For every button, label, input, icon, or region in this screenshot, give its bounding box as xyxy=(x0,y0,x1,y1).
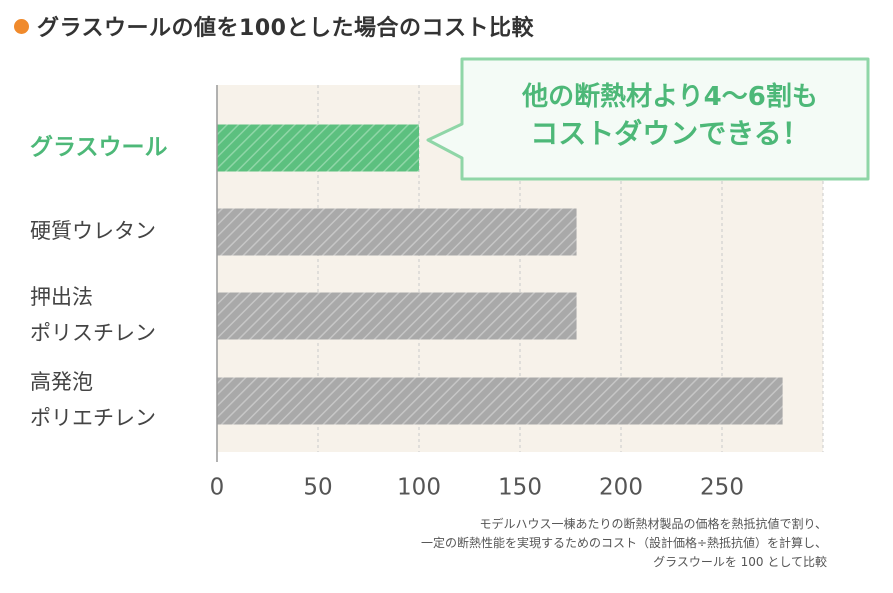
bullet-dot-icon xyxy=(14,18,29,34)
x-tick-label-200: 200 xyxy=(599,475,643,501)
category-label-3-1: ポリエチレン xyxy=(30,406,156,430)
chart-title-row: グラスウールの値を100とした場合のコスト比較 xyxy=(14,10,534,42)
callout-speech-bubble xyxy=(426,57,870,181)
bar-3 xyxy=(217,377,783,425)
footnote-line-3: グラスウールを 100 として比較 xyxy=(653,555,827,570)
category-label-0-0: グラスウール xyxy=(30,134,168,161)
bar-1 xyxy=(217,208,577,256)
x-tick-label-50: 50 xyxy=(303,475,332,501)
category-label-2-0: 押出法 xyxy=(30,285,93,309)
bar-0 xyxy=(217,124,419,172)
x-tick-label-150: 150 xyxy=(498,475,542,501)
callout-text: 他の断熱材より4〜6割も コストダウンできる！ xyxy=(470,80,870,153)
footnote-line-2: 一定の断熱性能を実現するためのコスト（設計価格÷熱抵抗値）を計算し、 xyxy=(420,536,827,551)
x-tick-label-0: 0 xyxy=(210,475,225,501)
category-label-1-0: 硬質ウレタン xyxy=(30,219,156,243)
callout-box xyxy=(426,57,870,181)
callout-line-2: コストダウンできる！ xyxy=(530,117,810,151)
category-label-3-0: 高発泡 xyxy=(30,370,93,394)
bar-2 xyxy=(217,292,577,340)
callout-line-1: 他の断熱材より4〜6割も xyxy=(522,82,818,112)
footnote: モデルハウス一棟あたりの断熱材製品の価格を熱抵抗値で割り、 一定の断熱性能を実現… xyxy=(421,515,827,573)
category-label-2-1: ポリスチレン xyxy=(30,321,156,345)
x-tick-label-100: 100 xyxy=(397,475,441,501)
footnote-line-1: モデルハウス一棟あたりの断熱材製品の価格を熱抵抗値で割り、 xyxy=(479,517,827,531)
chart-title: グラスウールの値を100とした場合のコスト比較 xyxy=(37,16,534,41)
x-tick-label-250: 250 xyxy=(700,475,744,501)
